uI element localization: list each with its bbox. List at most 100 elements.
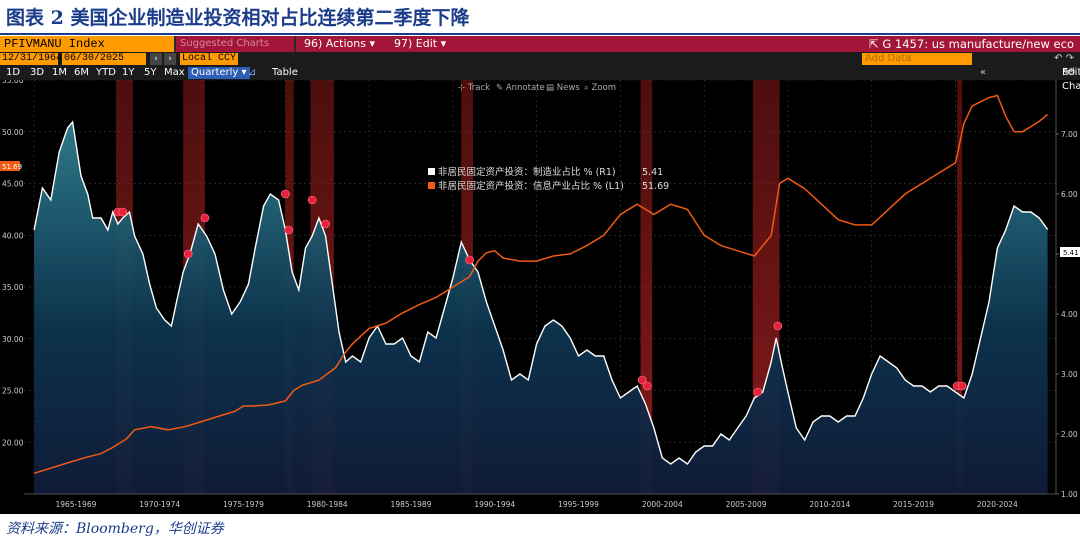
last-value-tags: 51.69 5.41 (0, 161, 1080, 257)
left-last-value-tag (0, 161, 20, 171)
left-tick-label: 30.00 (2, 335, 24, 344)
info-industry-line (33, 94, 1049, 475)
left-tick-label: 55.00 (2, 80, 24, 85)
legend: 非居民固定资产投资：制造业占比 % (R1) 5.41 非居民固定资产投资：信息… (428, 166, 669, 192)
area-layer (34, 122, 1048, 494)
figure-source: 资料来源：Bloomberg，华创证券 (6, 521, 224, 537)
x-tick-label: 2010-2014 (809, 500, 850, 509)
legend-value-manufacturing: 5.41 (642, 167, 663, 178)
legend-label-manufacturing: 非居民固定资产投资：制造业占比 % (R1) (438, 166, 616, 178)
period-3d[interactable]: 3D (30, 67, 45, 78)
prev-period-button[interactable]: ‹ (150, 53, 162, 65)
end-date-input[interactable]: 06/30/2025 (62, 53, 146, 65)
event-marker (118, 207, 128, 217)
currency-select[interactable]: Local CCY (180, 53, 238, 65)
add-data-input[interactable]: Add Data (862, 53, 972, 65)
period-1d[interactable]: 1D (6, 67, 21, 78)
manufacturing-line (33, 120, 1049, 465)
x-tick-label: 1970-1974 (139, 500, 180, 509)
x-tick-label: 1965-1969 (55, 500, 96, 509)
frequency-select[interactable]: Quarterly ▾ (188, 67, 250, 79)
event-marker (637, 375, 647, 385)
crosshair-icon: ⊹ (458, 83, 468, 93)
tools-bar: ⊹ Track ✎ Annotate ▤ News ⌕ Zoom (458, 83, 616, 93)
period-max[interactable]: Max (164, 67, 185, 78)
news-icon: ▤ (546, 83, 557, 93)
marker-layer (113, 189, 967, 397)
figure-title: 图表 2 美国企业制造业投资相对占比连续第二季度下降 (6, 7, 470, 29)
table-button[interactable]: Table (272, 67, 298, 78)
x-tick-label: 1975-1979 (223, 500, 264, 509)
x-tick-label: 1990-1994 (474, 500, 515, 509)
right-last-value-tag (1060, 247, 1080, 257)
right-last-value-text: 5.41 (1063, 249, 1079, 257)
manufacturing-area (34, 122, 1048, 494)
tool-zoom[interactable]: ⌕ Zoom (584, 83, 616, 93)
right-tick-label: 6.00 (1061, 190, 1078, 199)
date-range-bar: 12/31/1964 06/30/2025 ‹ › Local CCY Add … (0, 52, 1080, 66)
left-tick-label: 45.00 (2, 180, 24, 189)
left-last-value-text: 51.69 (2, 163, 22, 171)
period-toolbar: 1D 3D 1M 6M YTD 1Y 5Y Max Quarterly ▾ ⊿ … (0, 66, 1080, 92)
x-tick-label: 1980-1984 (307, 500, 348, 509)
chart-area: 1965-1969 1970-1974 1975-1979 1980-1984 1985… (0, 80, 1080, 509)
event-marker (773, 321, 783, 331)
event-marker (465, 255, 474, 265)
line-layer (33, 94, 1049, 475)
pencil-icon: ✎ (1062, 67, 1071, 78)
legend-swatch-white (428, 168, 435, 175)
right-tick-label: 1.00 (1061, 490, 1078, 499)
event-marker (642, 381, 652, 391)
event-marker (183, 249, 193, 259)
chart-title-label: ⇱ G 1457: us manufacture/new eco (446, 36, 1080, 52)
edit-menu[interactable]: 97) Edit ▾ (386, 36, 446, 52)
period-6m[interactable]: 6M (74, 67, 89, 78)
period-1y[interactable]: 1Y (122, 67, 135, 78)
right-tick-label: 2.00 (1061, 430, 1078, 439)
axis-layer: 1965-1969 1970-1974 1975-1979 1980-1984 1985… (2, 80, 1078, 509)
left-tick-label: 25.00 (2, 387, 24, 396)
period-ytd[interactable]: YTD (96, 67, 116, 78)
left-tick-label: 35.00 (2, 283, 24, 292)
event-marker (281, 189, 290, 199)
period-5y[interactable]: 5Y (144, 67, 157, 78)
legend-value-info: 51.69 (642, 181, 669, 192)
actions-menu[interactable]: 96) Actions ▾ (296, 36, 386, 52)
x-tick-label: 2005-2009 (726, 500, 767, 509)
recession-band (640, 80, 653, 494)
tool-track[interactable]: ⊹ Track (458, 83, 490, 93)
right-tick-label: 4.00 (1061, 310, 1078, 319)
search-icon: ⌕ (584, 83, 591, 93)
left-tick-label: 20.00 (2, 438, 24, 447)
title-rule (0, 33, 1080, 35)
x-tick-label: 2000-2004 (642, 500, 683, 509)
line-chart-icon[interactable]: ⊿ (248, 67, 257, 78)
event-marker (200, 213, 210, 223)
gear-icon[interactable]: ⚙ (1067, 67, 1076, 78)
x-tick-label: 1995-1999 (558, 500, 599, 509)
event-marker (957, 381, 967, 391)
bloomberg-terminal: PFIVMANU Index Suggested Charts 96) Acti… (0, 36, 1080, 514)
event-marker (321, 219, 330, 229)
external-link-icon[interactable]: ⇱ (869, 37, 883, 51)
recession-band (957, 80, 963, 494)
ticker-field[interactable]: PFIVMANU Index (0, 36, 174, 52)
next-period-button[interactable]: › (164, 53, 176, 65)
start-date-input[interactable]: 12/31/1964 (0, 53, 63, 65)
tool-annotate[interactable]: ✎ Annotate (496, 83, 545, 93)
tool-news[interactable]: ▤ News (546, 83, 580, 93)
suggested-charts-button[interactable]: Suggested Charts (176, 36, 294, 52)
right-tick-label: 7.00 (1061, 130, 1078, 139)
x-tick-label: 1985-1989 (391, 500, 432, 509)
pencil-icon: ✎ (496, 83, 506, 93)
left-tick-label: 50.00 (2, 128, 24, 137)
x-tick-label: 2015-2019 (893, 500, 934, 509)
left-tick-label: 40.00 (2, 231, 24, 240)
legend-swatch-orange (428, 182, 435, 189)
event-marker (753, 387, 763, 397)
event-marker (284, 225, 294, 235)
legend-label-info: 非居民固定资产投资：信息产业占比 % (L1) (438, 180, 624, 192)
undo-redo-icons[interactable]: ↶ ↷ (1054, 53, 1074, 64)
period-1m[interactable]: 1M (52, 67, 67, 78)
collapse-icon[interactable]: « (979, 67, 986, 78)
